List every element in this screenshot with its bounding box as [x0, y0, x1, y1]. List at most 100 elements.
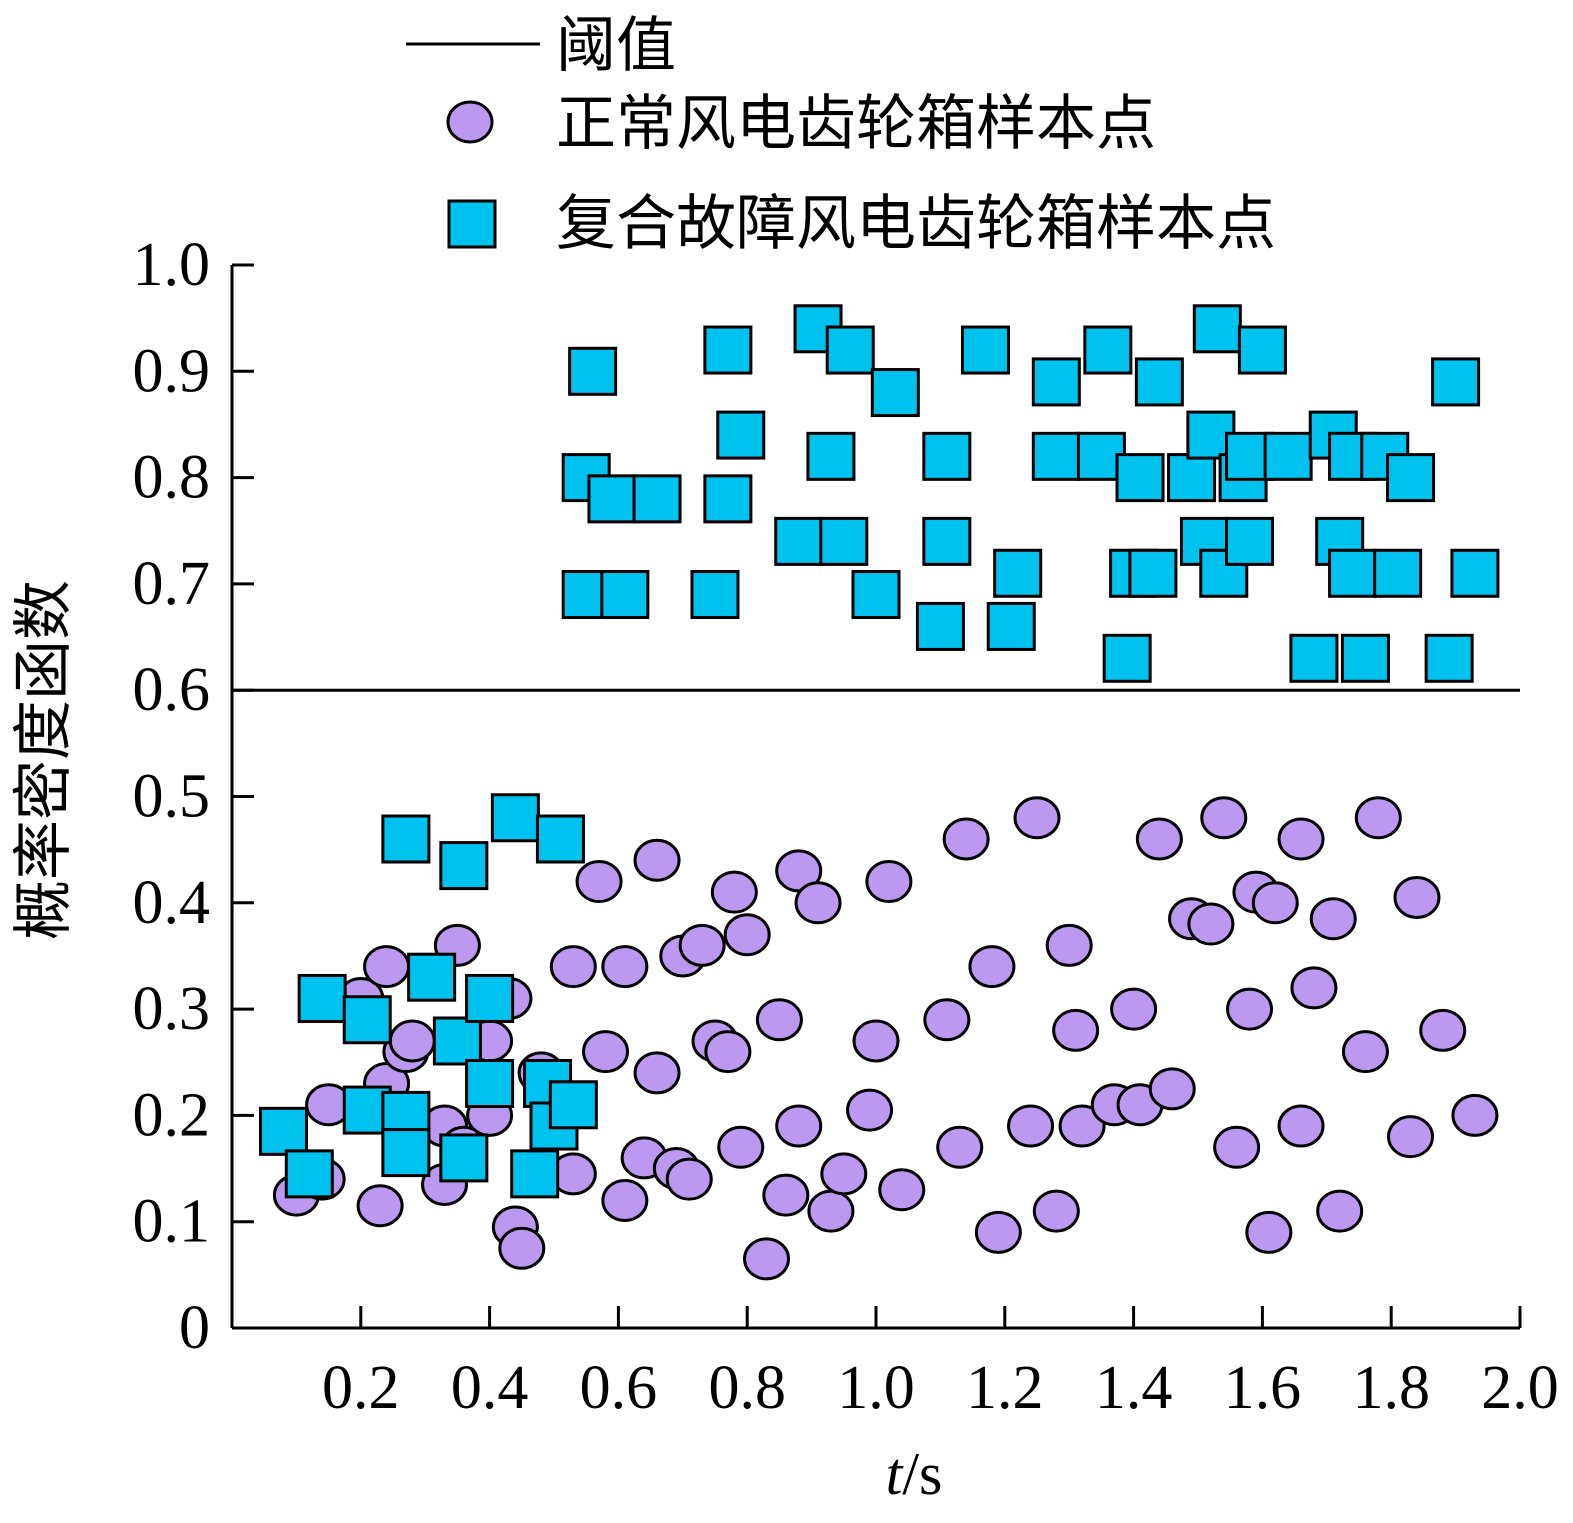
fault-sample-point — [465, 1059, 515, 1109]
fault-sample-point — [819, 516, 869, 566]
fault-sample-point — [381, 814, 431, 864]
fault-sample-point — [297, 973, 347, 1023]
normal-sample-point — [852, 1019, 900, 1063]
normal-sample-point — [1451, 1093, 1499, 1137]
normal-sample-point — [1290, 966, 1338, 1010]
normal-sample-point — [665, 1157, 713, 1201]
fault-sample-point — [439, 841, 489, 891]
legend: 阈值 正常风电齿轮箱样本点 复合故障风电齿轮箱样本点 — [406, 11, 1276, 259]
x-tick-label: 0.6 — [580, 1354, 658, 1422]
y-tick-label: 0.2 — [133, 1081, 211, 1149]
fault-sample-point — [690, 570, 740, 620]
normal-sample-point — [1013, 796, 1061, 840]
x-axis-unit: /s — [902, 1441, 942, 1507]
normal-sample-point — [582, 1030, 630, 1074]
normal-sample-point — [762, 1173, 810, 1217]
normal-sample-point — [1277, 1104, 1325, 1148]
fault-sample-point — [825, 325, 875, 375]
y-tick-label: 0.3 — [133, 975, 211, 1043]
normal-sample-point — [1393, 875, 1441, 919]
normal-sample-point — [1110, 987, 1158, 1031]
normal-sample-point — [936, 1125, 984, 1169]
fault-sample-point — [1424, 633, 1474, 683]
fault-sample-point — [1031, 431, 1081, 481]
normal-sample-point — [743, 1237, 791, 1281]
x-tick-label: 0.8 — [708, 1354, 786, 1422]
fault-sample-point — [1102, 633, 1152, 683]
y-axis-title: 概率密度函数 — [9, 580, 79, 940]
fault-sample-point — [600, 570, 650, 620]
fault-sample-point — [922, 516, 972, 566]
x-tick-label: 1.6 — [1224, 1354, 1302, 1422]
normal-sample-point — [1245, 1210, 1293, 1254]
y-tick-label: 0.6 — [133, 656, 211, 724]
normal-sample-point — [633, 838, 681, 882]
fault-sample-point — [1167, 453, 1217, 503]
fault-sample-point — [851, 570, 901, 620]
normal-sample-point — [704, 1030, 752, 1074]
fault-sample-point — [993, 548, 1043, 598]
fault-sample-point — [1450, 548, 1500, 598]
fault-sample-point — [548, 1080, 598, 1130]
normal-sample-point — [1277, 817, 1325, 861]
normal-sample-point — [807, 1189, 855, 1233]
normal-sample-point — [942, 817, 990, 861]
normal-sample-point — [820, 1152, 868, 1196]
y-tick-label: 1.0 — [133, 231, 211, 299]
normal-sample-point — [1213, 1125, 1261, 1169]
normal-sample-point — [1316, 1189, 1364, 1233]
normal-sample-point — [1135, 817, 1183, 861]
normal-sample-point — [974, 1210, 1022, 1254]
y-tick-label: 0.4 — [133, 869, 211, 937]
fault-sample-point — [1373, 548, 1423, 598]
fault-sample-point — [510, 1149, 560, 1199]
normal-sample-point — [1309, 897, 1357, 941]
fault-sample-point — [922, 431, 972, 481]
x-axis-variable: t — [886, 1441, 904, 1507]
normal-sample-point — [678, 923, 726, 967]
fault-sample-point — [806, 431, 856, 481]
normal-sample-point — [1200, 796, 1248, 840]
normal-sample-point — [710, 870, 758, 914]
y-tick-label: 0.5 — [133, 763, 211, 831]
fault-sample-point — [1199, 548, 1249, 598]
y-tick-label: 0.7 — [133, 550, 211, 618]
x-tick-label: 0.4 — [451, 1354, 529, 1422]
normal-sample-point — [356, 1184, 404, 1228]
legend-normal-marker — [446, 100, 494, 144]
fault-sample-point — [490, 793, 540, 843]
normal-sample-point — [601, 945, 649, 989]
normal-sample-point — [1419, 1008, 1467, 1052]
normal-sample-point — [1058, 1104, 1106, 1148]
normal-sample-point — [755, 998, 803, 1042]
normal-sample-point — [968, 945, 1016, 989]
series-layer — [259, 304, 1500, 1281]
fault-sample-point — [1225, 516, 1275, 566]
normal-sample-point — [846, 1088, 894, 1132]
fault-sample-point — [716, 410, 766, 460]
normal-sample-point — [878, 1168, 926, 1212]
fault-sample-point — [1083, 325, 1133, 375]
fault-sample-point — [284, 1149, 334, 1199]
legend-threshold-label: 阈值 — [556, 11, 676, 81]
x-tick-label: 1.0 — [837, 1354, 915, 1422]
legend-normal-label: 正常风电齿轮箱样本点 — [556, 89, 1156, 159]
normal-sample-point — [601, 1178, 649, 1222]
fault-sample-point — [915, 601, 965, 651]
fault-sample-point — [587, 474, 637, 524]
axes: 0 0.1 0.2 0.3 0.4 0.5 0.6 0.7 0.8 0.9 1.0 0.2 0.4 0.6… — [133, 231, 1559, 1422]
x-tick-label: 0.2 — [322, 1354, 400, 1422]
fault-sample-point — [1328, 548, 1378, 598]
normal-sample-point — [1007, 1104, 1055, 1148]
fault-sample-point — [342, 995, 392, 1045]
normal-sample-point — [1148, 1067, 1196, 1111]
fault-sample-point — [465, 973, 515, 1023]
fault-sample-point — [703, 325, 753, 375]
fault-sample-point — [1431, 357, 1481, 407]
fault-sample-point — [1386, 453, 1436, 503]
fault-sample-point — [407, 952, 457, 1002]
fault-sample-point — [1237, 325, 1287, 375]
normal-sample-point — [1187, 902, 1235, 946]
normal-sample-point — [923, 998, 971, 1042]
